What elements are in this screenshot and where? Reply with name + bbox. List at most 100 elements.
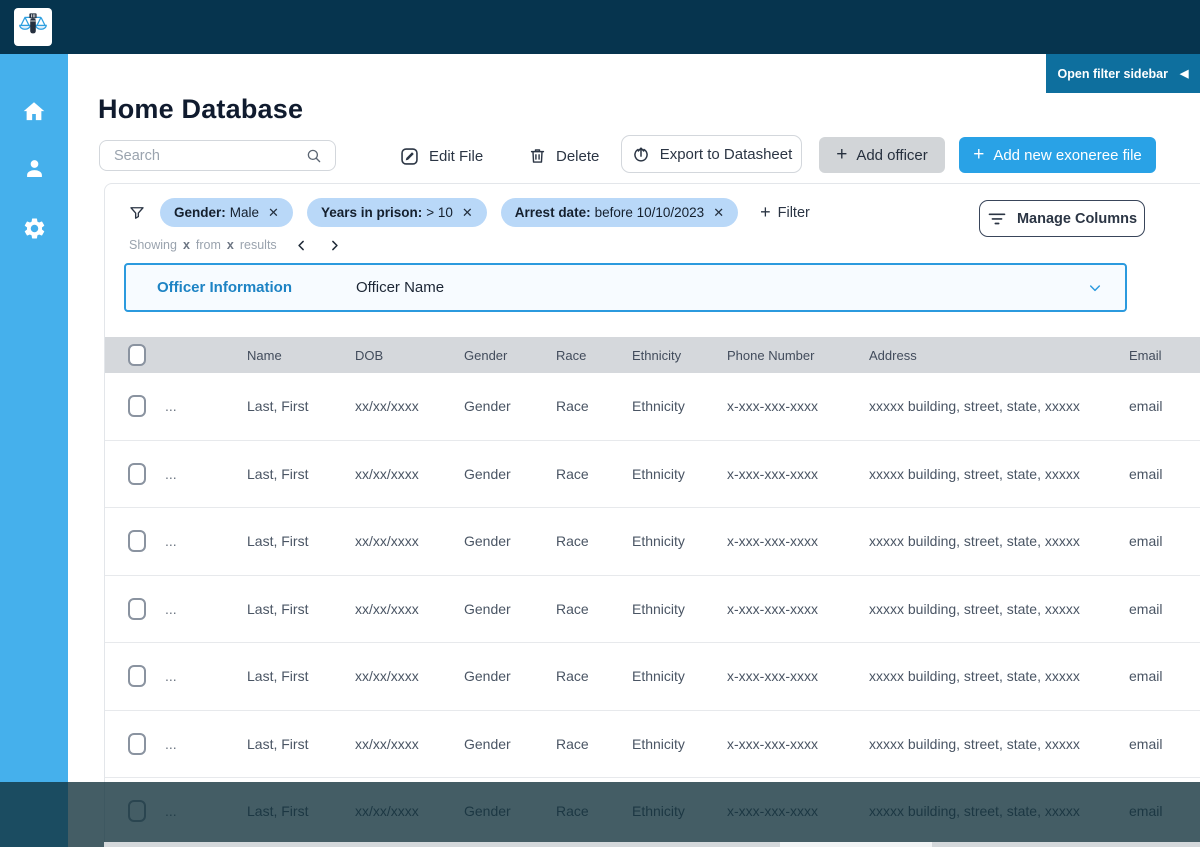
table-row[interactable]: ... Last, First xx/xx/xxxx Gender Race E… [105,575,1200,643]
row-checkbox[interactable] [128,732,146,755]
row-checkbox[interactable] [128,597,146,620]
column-group-selector[interactable]: Officer Information Officer Name [124,263,1127,312]
row-actions-ellipsis[interactable]: ... [165,465,177,482]
select-all-checkbox[interactable] [128,344,146,366]
header-dob[interactable]: DOB [355,347,384,363]
add-officer-label: Add officer [856,146,928,164]
edit-file-label: Edit File [429,147,484,165]
row-actions-ellipsis[interactable]: ... [165,735,177,752]
cell-name: Last, First [247,735,309,752]
prev-page-chevron-icon[interactable] [295,239,308,252]
trash-icon [528,146,547,166]
chip-label: Gender: [174,205,226,220]
cell-race: Race [556,668,589,685]
table-row[interactable]: ... Last, First xx/xx/xxxx Gender Race E… [105,440,1200,508]
export-icon [631,144,651,164]
row-checkbox[interactable] [128,395,146,418]
cell-ethnicity: Ethnicity [632,398,685,415]
open-filter-sidebar-button[interactable]: Open filter sidebar ◀ [1046,54,1200,93]
export-to-datasheet-button[interactable]: Export to Datasheet [621,135,802,173]
cell-race: Race [556,465,589,482]
scrollbar-thumb[interactable] [780,842,932,847]
person-icon [22,156,47,181]
cell-gender: Gender [464,600,511,617]
sidebar-item-home[interactable] [0,92,68,132]
table-row[interactable]: ... Last, First xx/xx/xxxx Gender Race E… [105,508,1200,576]
add-new-exoneree-file-button[interactable]: + Add new exoneree file [959,137,1156,173]
edit-pencil-icon [399,146,420,167]
page-title: Home Database [98,94,304,124]
header-phone-number[interactable]: Phone Number [727,347,815,363]
cell-phone: x-xxx-xxx-xxxx [727,533,818,550]
cell-gender: Gender [464,668,511,685]
sidebar-item-users[interactable] [0,148,68,188]
delete-button[interactable]: Delete [528,138,599,174]
chevron-down-icon[interactable] [1087,280,1103,296]
add-officer-button[interactable]: + Add officer [819,137,945,173]
filter-lines-icon [987,211,1007,226]
cell-ethnicity: Ethnicity [632,735,685,752]
funnel-filter-icon[interactable] [128,204,146,222]
cell-email: email [1129,533,1163,550]
row-actions-ellipsis[interactable]: ... [165,600,177,617]
app-logo[interactable] [14,8,52,46]
cell-phone: x-xxx-xxx-xxxx [727,398,818,415]
header-address[interactable]: Address [869,347,917,363]
search-input[interactable] [114,147,305,164]
cell-ethnicity: Ethnicity [632,465,685,482]
table-row[interactable]: ... Last, First xx/xx/xxxx Gender Race E… [105,373,1200,441]
add-exoneree-label: Add new exoneree file [993,146,1142,164]
cell-email: email [1129,398,1163,415]
cell-name: Last, First [247,668,309,685]
cell-name: Last, First [247,465,309,482]
add-filter-button[interactable]: + Filter [760,203,810,221]
row-checkbox[interactable] [128,665,146,688]
row-actions-ellipsis[interactable]: ... [165,668,177,685]
row-checkbox[interactable] [128,530,146,553]
results-count-row: Showing x from x results [129,238,341,252]
cell-gender: Gender [464,533,511,550]
header-gender[interactable]: Gender [464,347,508,363]
cell-address: xxxxx building, street, state, xxxxx [869,398,1080,415]
chip-label: Years in prison: [320,205,423,220]
chip-value: before 10/10/2023 [594,205,705,220]
search-box [99,140,336,171]
nav-sidebar [0,54,68,847]
row-checkbox[interactable] [128,462,146,485]
row-actions-ellipsis[interactable]: ... [165,398,177,415]
cell-phone: x-xxx-xxx-xxxx [727,735,818,752]
filter-chip-years-in-prison[interactable]: Years in prison: > 10 ✕ [306,198,487,227]
filter-chip-gender[interactable]: Gender: Male ✕ [160,198,293,227]
cell-address: xxxxx building, street, state, xxxxx [869,533,1080,550]
cell-gender: Gender [464,465,511,482]
next-page-chevron-icon[interactable] [328,239,341,252]
header-name[interactable]: Name [247,347,282,363]
search-icon[interactable] [305,147,323,165]
row-actions-ellipsis[interactable]: ... [165,533,177,550]
filter-chip-arrest-date[interactable]: Arrest date: before 10/10/2023 ✕ [500,198,739,227]
horizontal-scrollbar[interactable] [104,842,1200,847]
delete-label: Delete [556,147,600,165]
header-email[interactable]: Email [1129,347,1162,363]
cell-phone: x-xxx-xxx-xxxx [727,668,818,685]
cell-address: xxxxx building, street, state, xxxxx [869,668,1080,685]
header-ethnicity[interactable]: Ethnicity [632,347,682,363]
header-race[interactable]: Race [556,347,587,363]
cell-dob: xx/xx/xxxx [355,465,419,482]
cell-dob: xx/xx/xxxx [355,398,419,415]
sidebar-item-settings[interactable] [0,208,68,248]
filter-row: Gender: Male ✕ Years in prison: > 10 ✕ A… [128,198,810,227]
table-row[interactable]: ... Last, First xx/xx/xxxx Gender Race E… [105,710,1200,778]
close-icon[interactable]: ✕ [461,204,473,220]
results-card: Gender: Male ✕ Years in prison: > 10 ✕ A… [104,183,1200,847]
chip-value: Male [229,205,260,220]
showing-text: Showing [129,238,177,252]
edit-file-button[interactable]: Edit File [399,138,483,174]
chip-label: Arrest date: [514,205,591,220]
cell-address: xxxxx building, street, state, xxxxx [869,465,1080,482]
table-row[interactable]: ... Last, First xx/xx/xxxx Gender Race E… [105,643,1200,711]
close-icon[interactable]: ✕ [713,204,725,220]
close-icon[interactable]: ✕ [268,204,279,220]
manage-columns-button[interactable]: Manage Columns [979,200,1145,237]
